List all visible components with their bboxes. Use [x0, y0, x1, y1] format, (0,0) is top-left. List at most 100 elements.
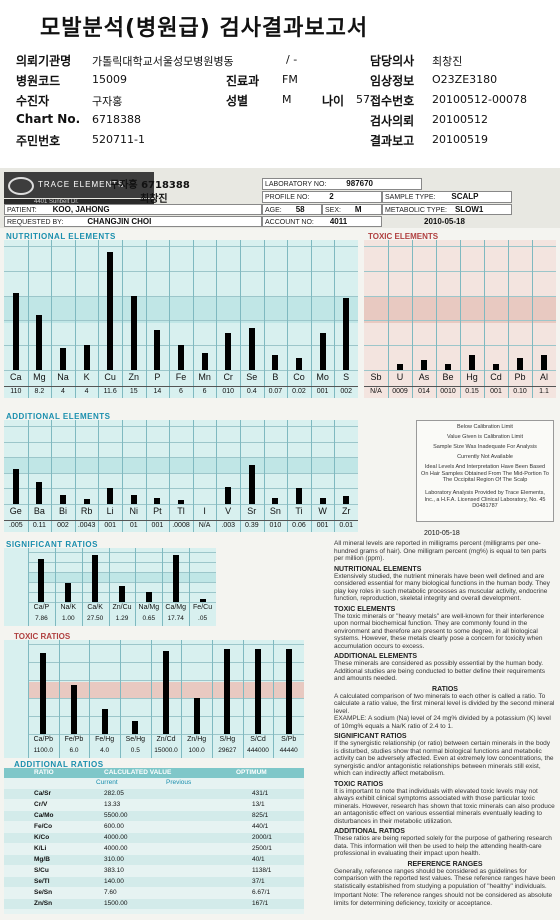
element-value: 0.4 [246, 388, 257, 395]
ratio-optimum: 6.67/1 [252, 889, 271, 896]
ratio-label: Ca/K [87, 604, 103, 611]
legend-note: Value Given is Calibration Limit [446, 434, 523, 440]
ratio-label: Na/Mg [138, 604, 160, 611]
element-bar [541, 355, 547, 370]
patient-cell: PATIENT: KOO, JAHONG [4, 204, 262, 215]
grid-line [192, 240, 194, 398]
ratio-bar [224, 648, 231, 734]
ratio-bar [145, 592, 152, 602]
element-value: 0.39 [244, 522, 259, 529]
ratio-bar [193, 698, 200, 734]
element-symbol: Sr [247, 506, 257, 516]
ratio-current: 1500.00 [104, 900, 128, 907]
account-no-cell: ACCOUNT NO: 4011 [262, 216, 382, 227]
ratio-value: 27.50 [86, 615, 104, 622]
col-optimum-header: OPTIMUM [236, 769, 267, 776]
col-calc-header: CALCULATED VALUE [104, 769, 172, 776]
element-symbol: P [154, 372, 161, 382]
header-value: 최창진 [432, 55, 463, 68]
element-value: 0.11 [32, 522, 46, 529]
element-bar [154, 497, 161, 504]
element-bar [319, 332, 326, 370]
addr-explain-head: ADDITIONAL RATIOS [334, 828, 405, 835]
element-bar [517, 357, 523, 370]
element-symbol: Zr [341, 506, 351, 516]
ratio-bar [132, 721, 139, 734]
element-symbol: Ni [129, 506, 139, 516]
grid-line [412, 240, 413, 398]
lab-logo: TRACE ELEMENTS [4, 172, 154, 198]
ratio-bar [172, 554, 179, 602]
ratio-label: Zn/Cu [112, 604, 132, 611]
element-bar [469, 355, 475, 370]
ratio-value: 15000.0 [154, 747, 178, 754]
element-symbol: Mn [198, 372, 211, 382]
ratio-current: 4000.00 [104, 834, 128, 841]
grid-line [460, 240, 461, 398]
element-bar [36, 315, 43, 370]
grid-line [212, 640, 213, 758]
ratio-value: 7.86 [35, 615, 48, 622]
element-bar [421, 360, 427, 370]
grid-line [242, 640, 244, 758]
ratio-value: 44440 [279, 747, 298, 754]
element-value: 110 [10, 388, 22, 395]
ratio-value: 17.74 [167, 615, 184, 622]
header-value: O23ZE3180 [432, 73, 498, 86]
ratio-optimum: 2500/1 [252, 845, 272, 852]
sample-type-cell: SAMPLE TYPE: SCALP [382, 191, 512, 203]
ratio-label: Fe/Hg [95, 736, 115, 743]
header-value: 구자홍 [92, 95, 123, 108]
lab-no-cell: LABORATORY NO: 987670 [262, 178, 422, 190]
element-bar [493, 363, 499, 370]
ratio-optimum: 37/1 [252, 878, 265, 885]
ratio-bar [119, 586, 125, 602]
grid-line [162, 548, 164, 626]
element-bar [296, 357, 302, 370]
ratio-bar [92, 554, 99, 602]
element-bar [130, 295, 137, 370]
additional-chart: Ge .005 Ba 0.11 Bi 002 Rb .0043 Li 001 Ni 01 Pt 001 Tl… [4, 420, 358, 532]
ratio-value: 444000 [247, 747, 269, 754]
ratio-name: Zn/Sn [34, 900, 53, 907]
element-value: 001 [316, 522, 329, 529]
report-date: 2010-05-18 [424, 217, 465, 226]
element-bar [178, 345, 184, 370]
toxic-explain-head: TOXIC ELEMENTS [334, 605, 396, 613]
header-value: 20100512 [432, 113, 488, 126]
axis-line [4, 386, 358, 387]
grid-line [28, 562, 216, 563]
element-symbol: S [343, 372, 350, 382]
element-bar [201, 352, 208, 370]
element-value: .003 [221, 522, 235, 529]
grid-line [4, 246, 358, 247]
element-symbol: I [203, 506, 206, 516]
element-value: 010 [222, 388, 235, 395]
element-value: 6 [179, 388, 183, 395]
element-bar [296, 488, 302, 504]
grid-line [240, 240, 241, 398]
element-symbol: Cd [490, 372, 502, 382]
element-symbol: Ge [9, 506, 22, 516]
grid-line [28, 572, 216, 573]
element-symbol: Bi [58, 506, 67, 516]
ref-explain-text: Generally, reference ranges should be co… [334, 867, 556, 890]
grid-line [436, 240, 437, 398]
ratio-optimum: 40/1 [252, 856, 265, 863]
legend-note: Sample Size Was Inadequate For Analysis [433, 444, 537, 450]
element-value: 4 [84, 388, 89, 395]
axis-line [4, 520, 358, 521]
ratio-optimum: 440/1 [252, 823, 269, 830]
grid-line [28, 644, 304, 645]
ratio-name: Ca/Sr [34, 790, 51, 797]
ratio-bar [199, 599, 206, 602]
significant-ratios-title: SIGNIFICANT RATIOS [6, 540, 98, 549]
element-value: 0.02 [292, 388, 306, 395]
element-value: 010 [269, 522, 282, 529]
element-bar [248, 327, 255, 370]
element-value: 1.1 [539, 388, 549, 395]
toxic-ratios-title: TOXIC RATIOS [14, 632, 71, 641]
element-value: 0009 [392, 388, 408, 395]
grid-line [263, 420, 265, 532]
grid-line [81, 548, 83, 626]
